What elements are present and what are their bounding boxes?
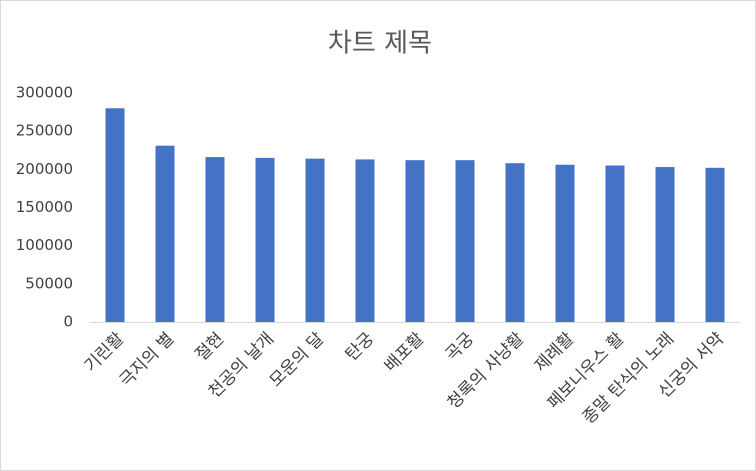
bar <box>355 159 375 322</box>
y-tick-label: 150000 <box>16 198 73 216</box>
bar <box>505 163 525 322</box>
bar <box>655 167 675 322</box>
bar <box>555 164 575 322</box>
bar <box>155 145 175 322</box>
bar <box>255 157 275 322</box>
y-tick-label: 250000 <box>16 122 73 140</box>
bar <box>455 160 475 322</box>
bar <box>305 158 325 322</box>
y-tick-label: 50000 <box>25 274 73 292</box>
y-tick-label: 100000 <box>16 236 73 254</box>
bar <box>605 165 625 322</box>
y-tick-label: 300000 <box>16 84 73 102</box>
y-tick-label: 200000 <box>16 160 73 178</box>
bar <box>705 167 725 322</box>
bar <box>405 160 425 322</box>
chart-title: 차트 제목 <box>328 29 432 59</box>
bar <box>105 108 125 323</box>
bar <box>205 157 225 322</box>
y-tick-label: 0 <box>63 313 73 331</box>
